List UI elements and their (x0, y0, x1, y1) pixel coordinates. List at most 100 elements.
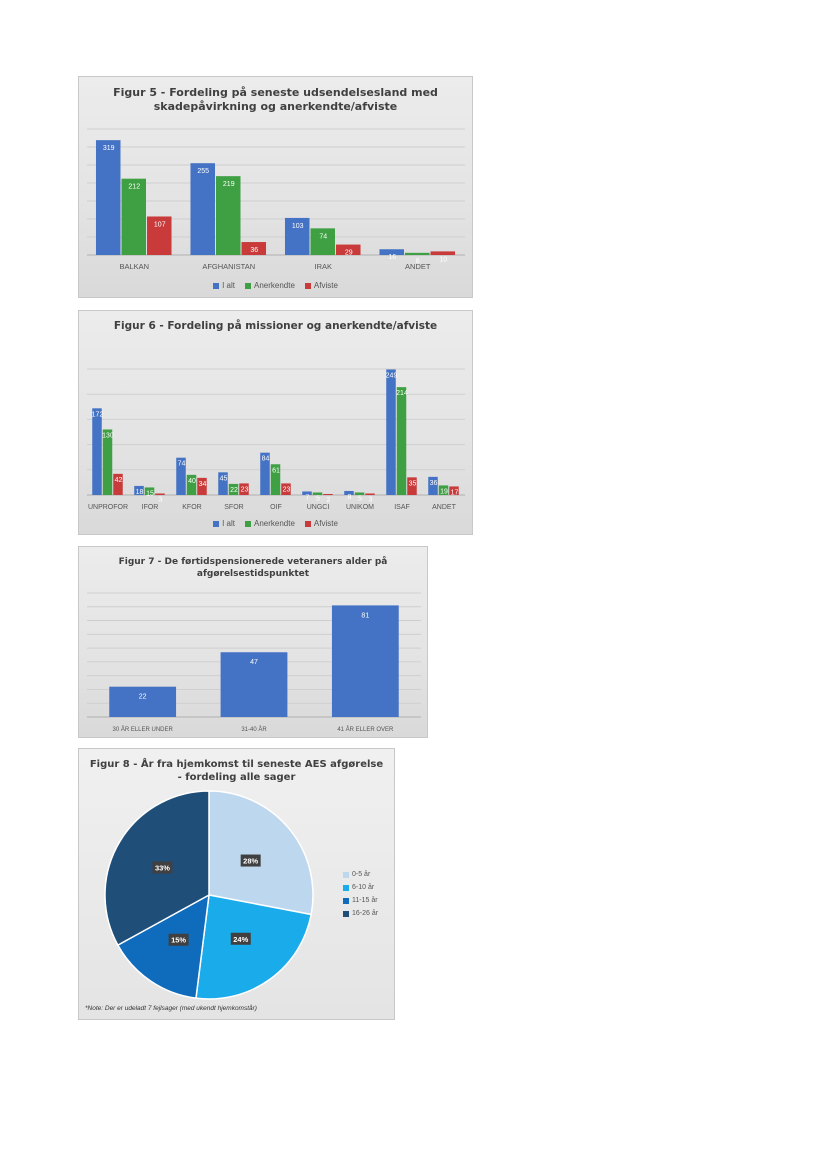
chart-title-line-2: afgørelsestidspunktet (196, 569, 310, 579)
bar (430, 251, 456, 255)
bar (239, 483, 249, 495)
bar-data-label: 35 (409, 480, 417, 487)
bar (121, 178, 147, 255)
legend-item-16-26: 16-26 år (343, 910, 378, 917)
bar-data-label: 130 (102, 432, 114, 439)
figure-8-chart: Figur 8 - År fra hjemkomst til seneste A… (78, 748, 395, 1020)
legend-label: Anerkendte (253, 281, 295, 290)
chart-title: Figur 5 - Fordeling på seneste udsendels… (79, 86, 472, 114)
category-tick-label: IFOR (142, 504, 159, 511)
chart-note: *Note: Der er udeladt 7 fejlsager (med u… (85, 1005, 257, 1012)
bar (260, 452, 270, 495)
chart-title: Figur 7 - De førtidspensionerede veteran… (79, 556, 427, 580)
legend-label: I alt (222, 281, 235, 290)
legend-item-anerkendte: Anerkendte (244, 281, 295, 290)
category-tick-label: IRAK (314, 262, 332, 271)
bar-data-label: 6 (416, 258, 420, 265)
category-tick-label: AFGHANISTAN (202, 262, 255, 271)
category-tick-label: SFOR (224, 504, 243, 511)
pie-label-box (240, 854, 261, 867)
legend-label: 11-15 år (352, 897, 378, 904)
legend-label: 0-5 år (352, 871, 371, 878)
category-tick-label: KFOR (182, 504, 201, 511)
category-tick-label: UNPROFOR (88, 504, 128, 511)
pie-data-label: 24% (233, 935, 248, 944)
bar-data-label: 214 (396, 390, 408, 397)
legend-item-i-alt: I alt (213, 519, 235, 528)
chart-title: Figur 8 - År fra hjemkomst til seneste A… (79, 758, 394, 784)
bar (302, 491, 312, 495)
bar (197, 477, 207, 495)
bar (404, 252, 430, 255)
figure-5-chart: Figur 5 - Fordeling på seneste udsendels… (78, 76, 473, 298)
pie-label-box (152, 861, 173, 874)
bar-data-label: 10 (439, 256, 447, 263)
bar (134, 485, 144, 495)
bar-data-label: 249 (386, 373, 398, 380)
bar-data-label: 7 (306, 494, 310, 501)
chart-title-line-1: Figur 8 - År fra hjemkomst til seneste A… (89, 759, 384, 770)
chart-title: Figur 6 - Fordeling på missioner og aner… (79, 320, 472, 332)
chart-title-line-1: Figur 5 - Fordeling på seneste udsendels… (113, 86, 438, 99)
bar-data-label: 81 (361, 612, 369, 619)
category-tick-label: BALKAN (119, 262, 149, 271)
bar-data-label: 3 (159, 496, 163, 503)
bar (113, 473, 123, 495)
bar (215, 176, 241, 255)
figure-6-chart: Figur 6 - Fordeling på missioner og aner… (78, 310, 473, 535)
bar-data-label: 103 (292, 223, 304, 230)
legend-label: I alt (222, 519, 235, 528)
bar (312, 492, 323, 495)
bar-data-label: 5 (316, 495, 320, 502)
figure-5-plot: 319 212 107 BALKAN 255 219 36 AFGHANISTAN 103 74 2… (87, 128, 465, 271)
legend-label: Afviste (313, 519, 338, 528)
bar-data-label: 36 (430, 480, 438, 487)
pie-data-label: 15% (171, 936, 186, 945)
legend-label: 6-10 år (352, 884, 375, 891)
bar (284, 217, 310, 255)
category-tick-label: OIF (270, 504, 282, 511)
chart-title-line-1: Figur 6 - Fordeling på missioner og aner… (113, 320, 438, 332)
bar (344, 490, 354, 495)
bar-data-label: 74 (178, 461, 186, 468)
bar-data-label: 319 (103, 145, 115, 152)
pie-slice (208, 790, 314, 916)
pie-data-label: 28% (243, 857, 258, 866)
category-tick-label: ISAF (394, 504, 410, 511)
category-tick-label: UNIKOM (346, 504, 374, 511)
bar (281, 483, 291, 495)
bar-data-label: 23 (283, 486, 291, 493)
bar-data-label: 212 (128, 184, 140, 191)
bar-data-label: 84 (262, 456, 270, 463)
bar-data-label: 3 (369, 496, 373, 503)
bar (396, 387, 407, 495)
bar-data-label: 23 (241, 486, 249, 493)
bar-data-label: 45 (220, 475, 228, 482)
bar-data-label: 29 (345, 250, 353, 257)
chart-title-line-1: Figur 7 - De førtidspensionerede veteran… (118, 557, 388, 567)
pie-label-box (168, 933, 189, 946)
bar-data-label: 40 (188, 478, 196, 485)
bar-data-label: 42 (115, 477, 123, 484)
pie-label-box (230, 932, 251, 945)
legend-label: 16-26 år (352, 910, 379, 917)
bar-data-label: 219 (223, 181, 235, 188)
legend-label: Afviste (313, 281, 338, 290)
bar (95, 140, 121, 255)
category-tick-label: 31-40 ÅR (241, 726, 267, 733)
bar (270, 464, 281, 495)
pie-data-label: 33% (155, 863, 170, 872)
bar (186, 474, 197, 495)
chart-legend: I alt Anerkendte Afviste (79, 281, 472, 290)
category-tick-label: 30 ÅR ELLER UNDER (112, 726, 173, 733)
bar (155, 493, 165, 495)
bar-data-label: 107 (154, 221, 166, 228)
chart-title-line-2: - fordeling alle sager (177, 772, 296, 783)
bar (323, 493, 333, 495)
chart-title-line-2: skadepåvirkning og anerkendte/afviste (153, 100, 398, 113)
bar (144, 487, 155, 495)
legend-item-afviste: Afviste (304, 281, 338, 290)
bar-data-label: 74 (319, 233, 327, 240)
bar-data-label: 19 (440, 488, 448, 495)
bar-data-label: 22 (139, 694, 147, 701)
